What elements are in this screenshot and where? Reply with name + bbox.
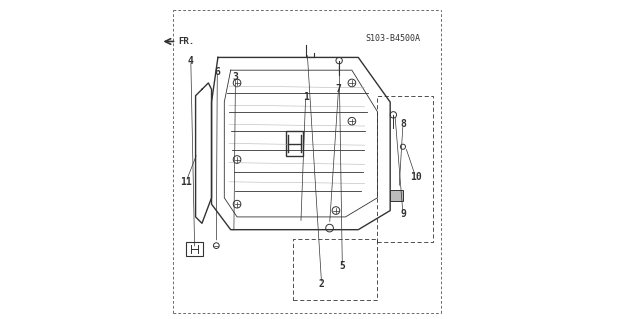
Text: 4: 4 [188, 56, 194, 66]
Text: 8: 8 [400, 119, 406, 130]
Text: 2: 2 [319, 279, 324, 289]
Text: 9: 9 [400, 209, 406, 219]
Text: FR.: FR. [178, 37, 194, 46]
Bar [285, 131, 303, 156]
Text: S103-B4500A: S103-B4500A [366, 34, 421, 43]
Text: 5: 5 [339, 261, 345, 271]
Text: 1: 1 [303, 92, 308, 102]
Text: 7: 7 [335, 84, 341, 94]
Bar [390, 190, 403, 201]
Text: 10: 10 [410, 172, 422, 182]
Text: 11: 11 [180, 177, 192, 187]
Bar [186, 242, 204, 256]
Text: 6: 6 [214, 67, 220, 77]
Text: 3: 3 [232, 71, 239, 82]
